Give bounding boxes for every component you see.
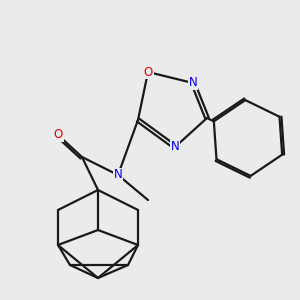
Text: O: O <box>143 65 153 79</box>
Text: N: N <box>189 76 197 89</box>
Text: N: N <box>171 140 179 154</box>
Text: N: N <box>114 169 122 182</box>
Text: O: O <box>53 128 63 142</box>
